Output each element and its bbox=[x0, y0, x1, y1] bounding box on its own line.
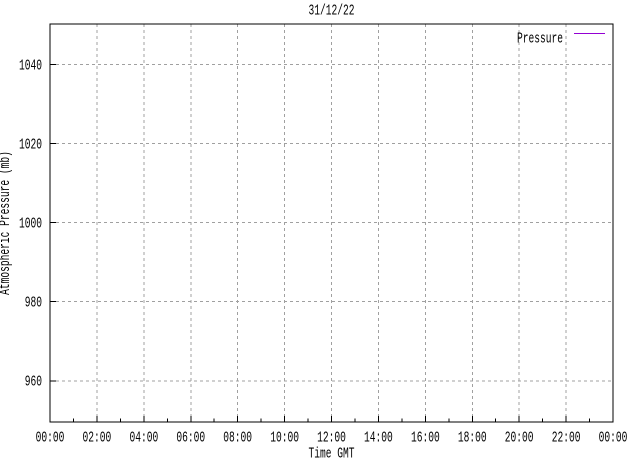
svg-text:14:00: 14:00 bbox=[364, 430, 393, 447]
svg-text:16:00: 16:00 bbox=[411, 430, 440, 447]
svg-text:00:00: 00:00 bbox=[599, 430, 627, 447]
svg-text:10:00: 10:00 bbox=[270, 430, 299, 447]
svg-text:960: 960 bbox=[25, 374, 42, 391]
svg-text:Pressure: Pressure bbox=[517, 31, 563, 48]
svg-text:1020: 1020 bbox=[19, 136, 42, 153]
svg-text:Atmospheric Pressure (mb): Atmospheric Pressure (mb) bbox=[0, 151, 14, 295]
svg-text:980: 980 bbox=[25, 295, 42, 312]
svg-text:00:00: 00:00 bbox=[36, 430, 65, 447]
svg-text:20:00: 20:00 bbox=[505, 430, 534, 447]
svg-text:Time GMT: Time GMT bbox=[308, 446, 354, 459]
svg-text:31/12/22: 31/12/22 bbox=[308, 3, 354, 20]
svg-text:04:00: 04:00 bbox=[129, 430, 158, 447]
svg-text:1000: 1000 bbox=[19, 216, 42, 233]
svg-text:08:00: 08:00 bbox=[223, 430, 252, 447]
svg-text:22:00: 22:00 bbox=[552, 430, 581, 447]
svg-text:06:00: 06:00 bbox=[176, 430, 205, 447]
svg-text:1040: 1040 bbox=[19, 57, 42, 74]
svg-text:02:00: 02:00 bbox=[83, 430, 112, 447]
svg-text:12:00: 12:00 bbox=[317, 430, 346, 447]
svg-text:18:00: 18:00 bbox=[458, 430, 487, 447]
